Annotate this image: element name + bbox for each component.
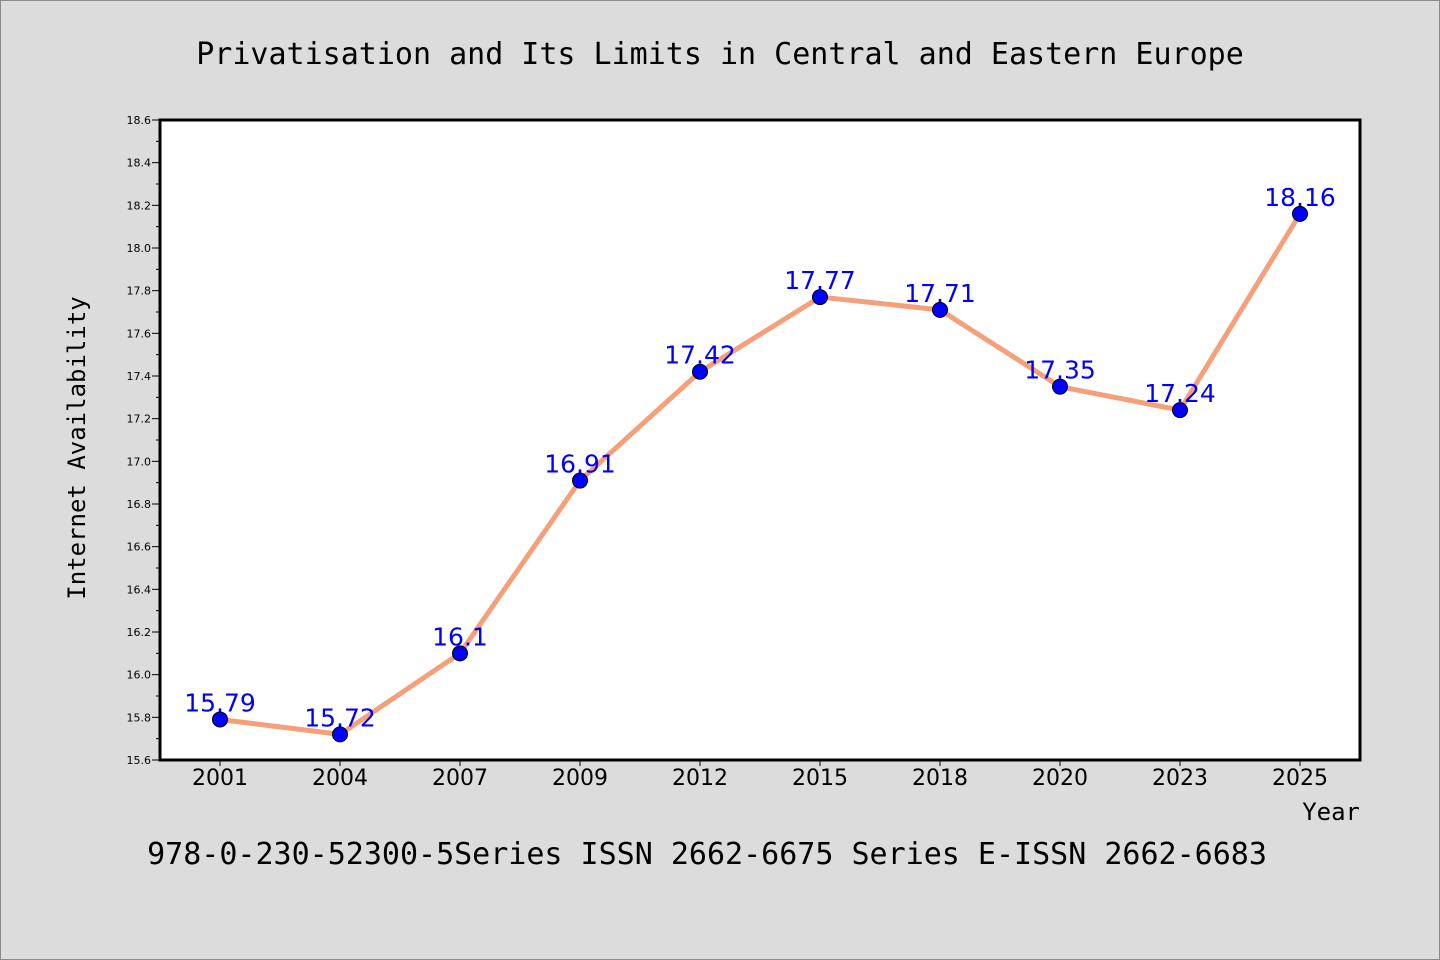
y-tick-label: 17.6 [127,327,152,340]
series-line [217,211,1303,737]
data-label: 17.35 [1024,356,1096,385]
data-label: 16.1 [432,622,488,651]
data-point [692,363,708,380]
x-tick-label: 2007 [432,766,488,791]
series-line-layer [212,205,1308,743]
y-tick-label: 16.6 [127,541,152,554]
x-tick-label: 2015 [792,766,848,791]
data-point [812,289,828,306]
plot-area [158,118,1362,762]
x-tick-label: 2009 [552,766,608,791]
y-tick-label: 17.2 [127,413,152,426]
isbn-issn-footer: 978-0-230-52300-5Series ISSN 2662-6675 S… [147,837,1267,872]
data-label: 15.79 [184,688,256,717]
y-axis-label: Internet Availability [63,296,91,599]
data-label: 17.77 [784,266,856,295]
data-point [1052,378,1068,395]
y-tick-label: 16.2 [127,626,152,639]
data-labels: 15.79 15.72 16.1 16.91 17.42 17.77 17.71 17.35 1… [184,183,1336,733]
data-point [212,711,228,728]
y-axis: 15.6 15.8 16.0 16.2 16.4 16.6 16.8 17.0 17.2 17.4… [127,114,160,767]
y-tick-label: 15.8 [127,711,152,724]
y-tick-label: 18.4 [127,157,152,170]
y-tick-label: 17.4 [127,370,152,383]
data-point [1172,402,1188,419]
data-point [1292,205,1308,222]
data-label: 17.71 [904,279,976,308]
y-tick-label: 18.6 [127,114,152,127]
y-tick-label: 17.0 [127,455,152,468]
x-tick-label: 2018 [912,766,968,791]
x-tick-label: 2012 [672,766,728,791]
y-tick-label: 15.6 [127,754,152,767]
y-tick-label: 16.0 [127,669,152,682]
x-tick-label: 2023 [1152,766,1208,791]
data-label: 17.24 [1144,379,1216,408]
x-tick-label: 2001 [192,766,248,791]
y-tick-label: 18.2 [127,199,152,212]
x-axis: 2001 2004 2007 2009 2012 2015 2018 2020 2023 2025 [192,760,1328,791]
data-point [572,472,588,489]
x-tick-label: 2025 [1272,766,1328,791]
x-tick-label: 2020 [1032,766,1088,791]
y-tick-label: 16.8 [127,498,152,511]
data-point [332,726,348,743]
data-label: 18.16 [1264,183,1336,212]
data-point [452,645,468,662]
y-tick-label: 16.4 [127,583,152,596]
chart-title: Privatisation and Its Limits in Central … [196,37,1244,72]
x-tick-label: 2004 [312,766,368,791]
y-tick-label: 17.8 [127,285,152,298]
x-axis-label: Year [1302,798,1360,826]
y-tick-label: 18.0 [127,242,152,255]
data-label: 15.72 [304,703,376,732]
data-point [932,301,948,318]
data-label: 16.91 [544,450,616,479]
data-label: 17.42 [664,341,736,370]
